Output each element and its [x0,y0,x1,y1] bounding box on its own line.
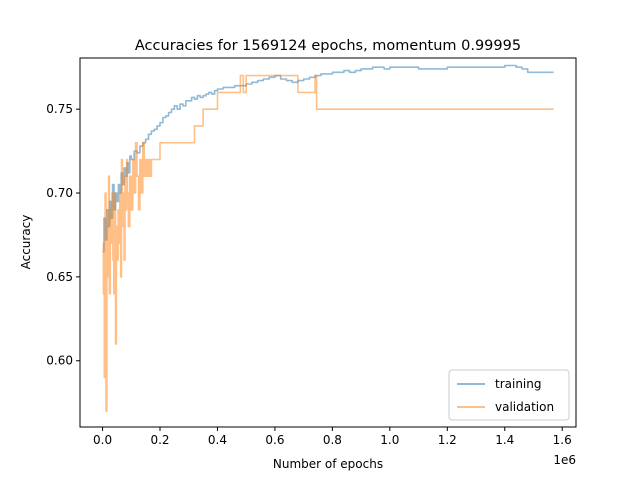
x-tick-label: 1.0 [380,433,399,447]
x-axis-label: Number of epochs [273,457,383,471]
plot-frame [79,57,577,428]
legend-label-training: training [495,377,542,391]
chart-title: Accuracies for 1569124 epochs, momentum … [135,38,521,54]
legend: training validation [448,369,570,421]
x-tick-label: 1.4 [495,433,514,447]
series-line-training [102,64,554,253]
series-layer [102,64,554,412]
y-tick-label: 0.65 [46,270,73,284]
y-tick-label: 0.75 [46,102,73,116]
x-tick-label: 0.2 [150,433,169,447]
y-axis: 0.60 0.65 0.70 0.75 [46,102,80,368]
x-axis-offset-label: 1e6 [553,453,576,467]
y-axis-label: Accuracy [19,215,33,270]
x-tick-label: 0.0 [93,433,112,447]
x-tick-label: 1.6 [553,433,572,447]
y-tick-label: 0.60 [46,354,73,368]
x-tick-label: 0.4 [208,433,227,447]
x-tick-label: 0.8 [323,433,342,447]
x-tick-label: 1.2 [438,433,457,447]
series-line-validation [102,74,554,412]
x-tick-label: 0.6 [265,433,284,447]
legend-label-validation: validation [495,400,554,414]
x-axis: 0.0 0.2 0.4 0.6 0.8 1.0 1.2 1.4 1.6 [93,427,572,447]
y-tick-label: 0.70 [46,186,73,200]
